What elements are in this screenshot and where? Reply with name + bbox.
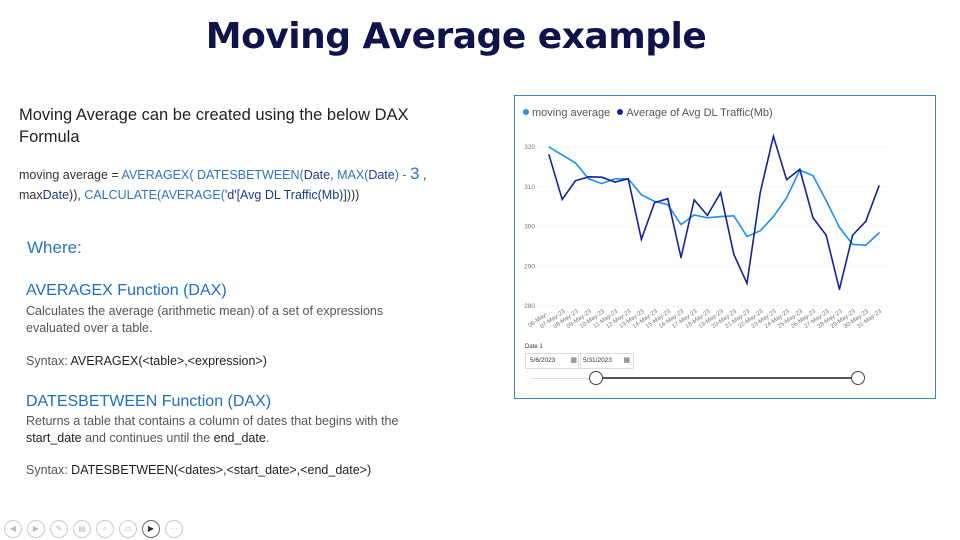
data-point: [759, 191, 761, 194]
data-point: [693, 214, 695, 216]
data-point: [680, 256, 682, 259]
data-point: [759, 230, 761, 232]
data-point: [785, 178, 788, 181]
y-tick-label: 290: [524, 263, 535, 270]
data-point: [772, 215, 775, 218]
slide-title: Moving Average example: [205, 16, 707, 57]
more-icon[interactable]: ⋯: [165, 520, 183, 538]
end-date-input[interactable]: 5/31/2023 ▦: [578, 353, 634, 369]
data-point: [667, 203, 669, 206]
data-point: [548, 146, 550, 148]
data-point: [587, 176, 590, 178]
data-point: [825, 199, 827, 202]
slider-end-handle[interactable]: [851, 371, 865, 385]
previous-icon[interactable]: ◀: [4, 520, 22, 538]
date-slider-range: [595, 377, 857, 379]
data-point: [719, 215, 722, 218]
slicer-label: Date 1: [525, 344, 543, 350]
pen-icon[interactable]: ✎: [50, 520, 68, 538]
data-point: [640, 193, 643, 196]
y-tick-label: 300: [524, 224, 535, 231]
data-point: [733, 214, 735, 217]
series-line: [548, 133, 880, 290]
chart-visual[interactable]: moving average Average of Avg DL Traffic…: [514, 95, 936, 399]
presentation-toolbar: ◀ ▶ ✎ ▤ ⌕ ▭ ▶ ⋯: [4, 520, 183, 538]
data-point: [601, 182, 603, 185]
data-point: [587, 178, 590, 180]
averagex-syntax: Syntax: AVERAGEX(<table>,<expression>): [26, 354, 267, 368]
data-point: [706, 214, 709, 217]
data-point: [574, 179, 577, 182]
slides-icon[interactable]: ▤: [73, 520, 91, 538]
data-point: [825, 234, 827, 237]
data-point: [653, 201, 656, 204]
data-point: [772, 135, 775, 138]
averagex-desc: Calculates the average (arithmetic mean)…: [26, 304, 384, 335]
data-point: [785, 197, 788, 199]
chart-legend: moving average Average of Avg DL Traffic…: [523, 107, 773, 119]
legend-dot-icon: [617, 109, 624, 115]
calendar-icon[interactable]: ▦: [623, 357, 630, 364]
datesbetween-heading: DATESBETWEEN Function (DAX): [26, 393, 272, 410]
data-point: [601, 176, 603, 179]
data-point: [667, 197, 669, 200]
camera-icon[interactable]: ▶: [142, 520, 160, 538]
data-point: [706, 216, 709, 219]
zoom-icon[interactable]: ⌕: [96, 520, 114, 538]
data-point: [878, 232, 880, 234]
data-point: [838, 288, 841, 291]
data-point: [851, 234, 854, 237]
datesbetween-desc: Returns a table that contains a column o…: [26, 414, 399, 445]
data-point: [627, 178, 629, 180]
data-point: [878, 185, 880, 187]
data-point: [812, 216, 814, 219]
legend-avg-dl-traffic: Average of Avg DL Traffic(Mb): [626, 107, 773, 119]
data-point: [746, 282, 748, 285]
next-icon[interactable]: ▶: [27, 520, 45, 538]
data-point: [812, 174, 814, 177]
data-point: [561, 198, 563, 201]
data-point: [680, 223, 682, 226]
y-tick-label: 310: [524, 184, 535, 191]
data-point: [851, 243, 854, 246]
legend-moving-average: moving average: [532, 107, 611, 119]
datesbetween-syntax: Syntax: DATESBETWEEN(<dates>,<start_date…: [26, 463, 372, 477]
data-point: [733, 253, 735, 256]
data-point: [693, 199, 695, 201]
data-point: [614, 178, 616, 180]
y-tick-label: 320: [524, 144, 535, 151]
y-tick-label: 280: [524, 303, 535, 310]
slider-start-handle[interactable]: [589, 371, 603, 385]
line-chart: 28029030031032006-May-...07-May-2308-May…: [524, 133, 887, 330]
subtitles-icon[interactable]: ▭: [119, 520, 137, 538]
data-point: [799, 168, 801, 171]
where-heading: Where:: [27, 238, 82, 257]
data-point: [719, 191, 722, 194]
data-point: [640, 238, 643, 241]
data-point: [548, 154, 550, 156]
calendar-icon[interactable]: ▦: [570, 357, 577, 364]
averagex-heading: AVERAGEX Function (DAX): [26, 282, 227, 299]
data-point: [614, 181, 616, 183]
dax-formula: moving average = AVERAGEX( DATESBETWEEN(…: [19, 164, 427, 202]
data-point: [561, 154, 563, 156]
intro-text: Moving Average can be created using the …: [19, 106, 409, 146]
start-date-input[interactable]: 5/6/2023 ▦: [525, 353, 581, 369]
data-point: [574, 162, 577, 164]
data-point: [746, 235, 748, 238]
data-point: [865, 244, 867, 246]
data-point: [865, 220, 867, 223]
series-line: [548, 146, 880, 247]
data-point: [838, 226, 841, 229]
legend-dot-icon: [523, 109, 529, 115]
